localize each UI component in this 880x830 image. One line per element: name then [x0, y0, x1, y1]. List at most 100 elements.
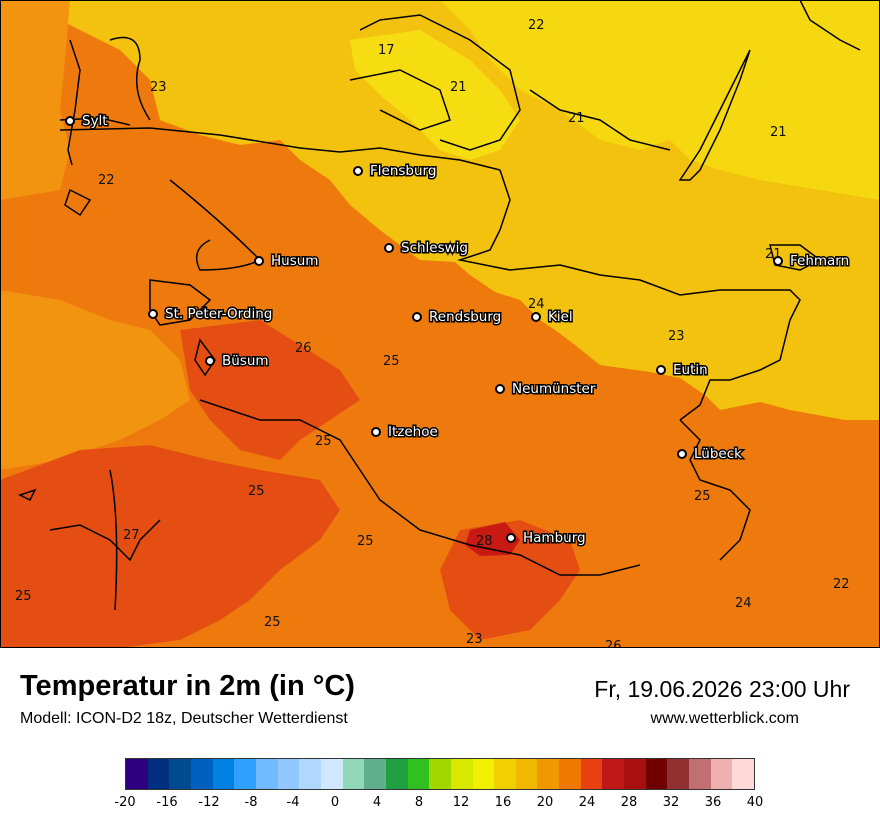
color-scale-tick-label: -12 [198, 795, 220, 810]
color-scale-swatch [299, 759, 321, 789]
color-scale-swatch [689, 759, 711, 789]
color-scale-tick-label: 28 [620, 795, 638, 810]
contour-label: 24 [528, 297, 545, 312]
color-scale-tick-label: 12 [452, 795, 470, 810]
city-label: Schleswig [401, 240, 468, 256]
color-scale-swatch [147, 759, 170, 789]
city-marker-eutin[interactable]: Eutin [656, 361, 709, 380]
color-scale-swatch [364, 759, 386, 789]
color-scale-swatch [190, 759, 213, 789]
color-scale-swatch [212, 759, 235, 789]
color-scale-tick-label: 32 [662, 795, 680, 810]
contour-label: 25 [357, 534, 374, 549]
color-scale-swatch [624, 759, 646, 789]
color-scale-tick-label: 24 [578, 795, 596, 810]
city-label: Rendsburg [429, 309, 501, 325]
color-scale-tick-label: 8 [414, 795, 424, 810]
color-scale-ticks: -20 -16 -12 -8 -4 0 4 8 12 16 20 24 28 32 36 40 [114, 795, 763, 815]
contour-label: 25 [694, 489, 711, 504]
city-label: Fehmarn [790, 253, 849, 269]
contour-label: 24 [735, 596, 752, 611]
contour-labels: 22 17 21 21 23 21 22 21 24 25 23 26 25 2… [15, 18, 850, 648]
map-title: Temperatur in 2m (in °C) [20, 670, 355, 702]
city-label: Itzehoe [388, 424, 438, 440]
color-scale-tick-label: -20 [114, 795, 136, 810]
color-scale-tick-label: 4 [372, 795, 382, 810]
contour-label: 25 [15, 589, 32, 604]
city-marker-schleswig[interactable]: Schleswig [384, 239, 470, 258]
color-scale-swatch [472, 759, 495, 789]
city-label: St. Peter-Ording [165, 306, 272, 322]
contour-label: 28 [476, 534, 493, 549]
model-subtitle: Modell: ICON-D2 18z, Deutscher Wetterdie… [20, 710, 348, 727]
color-scale-swatch [494, 759, 516, 789]
contour-label: 23 [668, 329, 685, 344]
city-label: Sylt [82, 113, 108, 129]
city-marker-flensburg[interactable]: Flensburg [353, 162, 438, 181]
color-scale-swatch [602, 759, 625, 789]
city-markers: Sylt Flensburg Schleswig Husum St. Peter… [65, 112, 851, 548]
color-scale-tick-label: 0 [330, 795, 340, 810]
temperature-zone-20 [440, 0, 880, 200]
color-scale-swatch [537, 759, 560, 789]
temperature-zone-26b [0, 445, 340, 648]
city-marker-luebeck[interactable]: Lübeck [677, 445, 744, 464]
contour-label: 17 [378, 43, 395, 58]
temperature-map: 22 17 21 21 23 21 22 21 24 25 23 26 25 2… [0, 0, 880, 648]
contour-label: 25 [248, 484, 265, 499]
color-scale-tick-label: 16 [494, 795, 512, 810]
color-scale-swatch [559, 759, 581, 789]
contour-label: 22 [833, 577, 850, 592]
city-marker-hamburg[interactable]: Hamburg [506, 529, 587, 548]
color-scale-tick-label: 36 [704, 795, 722, 810]
color-scale-swatch [645, 759, 668, 789]
contour-label: 21 [450, 80, 467, 95]
city-label: Flensburg [370, 163, 436, 179]
color-scale-swatch [667, 759, 690, 789]
contour-label: 23 [150, 80, 167, 95]
city-marker-fehmarn[interactable]: Fehmarn [773, 252, 851, 271]
city-marker-husum[interactable]: Husum [254, 252, 320, 271]
temperature-zone-17 [350, 30, 520, 160]
city-label: Eutin [673, 362, 708, 378]
color-scale-swatch [277, 759, 300, 789]
color-scale-swatch [255, 759, 278, 789]
color-scale-tick-label: -16 [156, 795, 178, 810]
city-marker-itzehoe[interactable]: Itzehoe [371, 423, 439, 442]
contour-label: 26 [605, 639, 622, 648]
color-scale-tick-label: -8 [244, 795, 258, 810]
color-scale-swatch [234, 759, 256, 789]
website-link[interactable]: www.wetterblick.com [650, 710, 799, 727]
city-marker-neumuenster[interactable]: Neumünster [495, 380, 597, 399]
contour-label: 25 [315, 434, 332, 449]
city-marker-buesum[interactable]: Büsum [205, 352, 270, 371]
city-label: Neumünster [512, 381, 596, 397]
color-scale-swatch [429, 759, 451, 789]
city-marker-rendsburg[interactable]: Rendsburg [412, 308, 503, 327]
sea-orange-2 [0, 290, 190, 470]
contour-label: 22 [528, 18, 545, 33]
color-scale-tick-label: 20 [536, 795, 554, 810]
contour-label: 23 [466, 632, 483, 647]
city-marker-sylt[interactable]: Sylt [65, 112, 109, 131]
color-scale-swatch [126, 759, 148, 789]
contour-label: 26 [295, 341, 312, 356]
city-label: Büsum [222, 353, 269, 369]
color-scale-swatch [342, 759, 365, 789]
coastlines [18, 0, 861, 611]
city-marker-st-peter-ording[interactable]: St. Peter-Ording [148, 305, 274, 324]
color-scale-swatch [710, 759, 733, 789]
contour-label: 22 [98, 173, 115, 188]
forecast-datetime: Fr, 19.06.2026 23:00 Uhr [594, 676, 850, 702]
color-scale-swatch [385, 759, 408, 789]
color-scale-swatch [169, 759, 191, 789]
contour-label: 25 [192, 305, 209, 320]
city-marker-kiel[interactable]: Kiel [531, 308, 574, 327]
color-scale-tick-label: 40 [746, 795, 764, 810]
contour-label: 25 [383, 354, 400, 369]
city-label: Kiel [548, 309, 573, 325]
temperature-zone-26 [180, 320, 360, 460]
color-scale-swatch [732, 759, 755, 789]
color-scale-swatch [515, 759, 538, 789]
city-label: Lübeck [694, 446, 742, 462]
